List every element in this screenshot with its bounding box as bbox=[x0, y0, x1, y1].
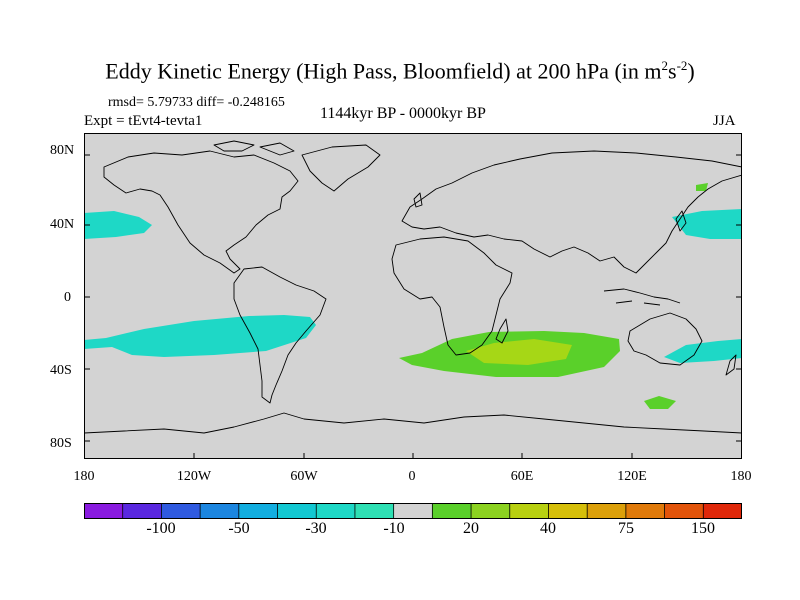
teal-anomaly-south-pacific bbox=[84, 315, 316, 357]
anomaly-fill-layer bbox=[84, 183, 742, 409]
colorbar-cell bbox=[664, 503, 704, 519]
coast-south-america bbox=[233, 266, 327, 404]
colorbar-cell bbox=[625, 503, 665, 519]
teal-anomaly-australia bbox=[664, 339, 742, 363]
coast-arctic-islands bbox=[213, 140, 295, 156]
teal-anomaly-nw-pacific bbox=[672, 209, 742, 239]
coast-british-isles bbox=[413, 192, 423, 208]
x-label-180w: 180 bbox=[73, 469, 95, 484]
season-label: JJA bbox=[713, 113, 736, 129]
axis-ticks bbox=[84, 154, 742, 459]
colorbar-cell bbox=[471, 503, 511, 519]
colorbar-cell bbox=[703, 503, 742, 519]
lightgreen-anomaly-core bbox=[466, 339, 572, 365]
coast-africa bbox=[391, 236, 513, 356]
y-label-40n: 40N bbox=[50, 217, 75, 232]
map-background bbox=[84, 133, 742, 459]
y-label-0: 0 bbox=[64, 290, 71, 305]
coast-eurasia bbox=[401, 150, 742, 274]
colorbar-label-75: 75 bbox=[618, 520, 634, 537]
period-label: 1144kyr BP - 0000kyr BP bbox=[320, 105, 486, 122]
colorbar-cell bbox=[84, 503, 124, 519]
experiment-label: Expt = tEvt4-tevta1 bbox=[84, 113, 203, 129]
rmsd-diff-label: rmsd= 5.79733 diff= -0.248165 bbox=[108, 95, 285, 110]
colorbar-label-neg30: -30 bbox=[305, 520, 327, 537]
colorbar-label-neg50: -50 bbox=[228, 520, 250, 537]
colorbar-label-40: 40 bbox=[540, 520, 556, 537]
colorbar-label-neg10: -10 bbox=[383, 520, 405, 537]
colorbar-cell bbox=[354, 503, 394, 519]
green-anomaly-southern-ocean bbox=[644, 396, 676, 409]
x-label-120e: 120E bbox=[617, 469, 647, 484]
colorbar-cell bbox=[432, 503, 472, 519]
coast-greenland bbox=[301, 144, 381, 192]
map-plot bbox=[84, 133, 742, 459]
x-label-180e: 180 bbox=[730, 469, 752, 484]
coast-indonesia bbox=[603, 288, 681, 306]
colorbar-cell bbox=[277, 503, 317, 519]
colorbar-cell bbox=[316, 503, 356, 519]
coast-north-america bbox=[103, 150, 299, 274]
colorbar bbox=[84, 503, 742, 519]
coast-madagascar bbox=[495, 318, 509, 344]
y-label-40s: 40S bbox=[50, 363, 72, 378]
x-label-120w: 120W bbox=[176, 469, 212, 484]
x-label-60e: 60E bbox=[510, 469, 534, 484]
x-label-0: 0 bbox=[408, 469, 416, 484]
teal-anomaly-north-pacific bbox=[84, 211, 152, 239]
colorbar-label-20: 20 bbox=[463, 520, 479, 537]
colorbar-cell bbox=[238, 503, 278, 519]
map-title: Eddy Kinetic Energy (High Pass, Bloomfie… bbox=[105, 58, 695, 84]
colorbar-label-150: 150 bbox=[691, 520, 715, 537]
coast-japan bbox=[675, 210, 687, 232]
colorbar-cell bbox=[200, 503, 240, 519]
colorbar-cell bbox=[509, 503, 549, 519]
coastlines bbox=[84, 140, 742, 434]
colorbar-label-neg100: -100 bbox=[146, 520, 176, 537]
colorbar-cell bbox=[393, 503, 433, 519]
colorbar-cell bbox=[161, 503, 201, 519]
y-label-80n: 80N bbox=[50, 143, 75, 158]
y-label-80s: 80S bbox=[50, 436, 72, 451]
coast-antarctica bbox=[84, 412, 742, 434]
colorbar-cell bbox=[122, 503, 162, 519]
colorbar-cell bbox=[548, 503, 588, 519]
x-label-60w: 60W bbox=[290, 469, 318, 484]
colorbar-frame bbox=[84, 503, 742, 519]
coast-new-zealand bbox=[725, 354, 737, 376]
green-anomaly-kamchatka bbox=[696, 183, 708, 191]
coast-australia bbox=[627, 312, 703, 366]
colorbar-cells bbox=[84, 503, 742, 519]
colorbar-cell bbox=[587, 503, 627, 519]
